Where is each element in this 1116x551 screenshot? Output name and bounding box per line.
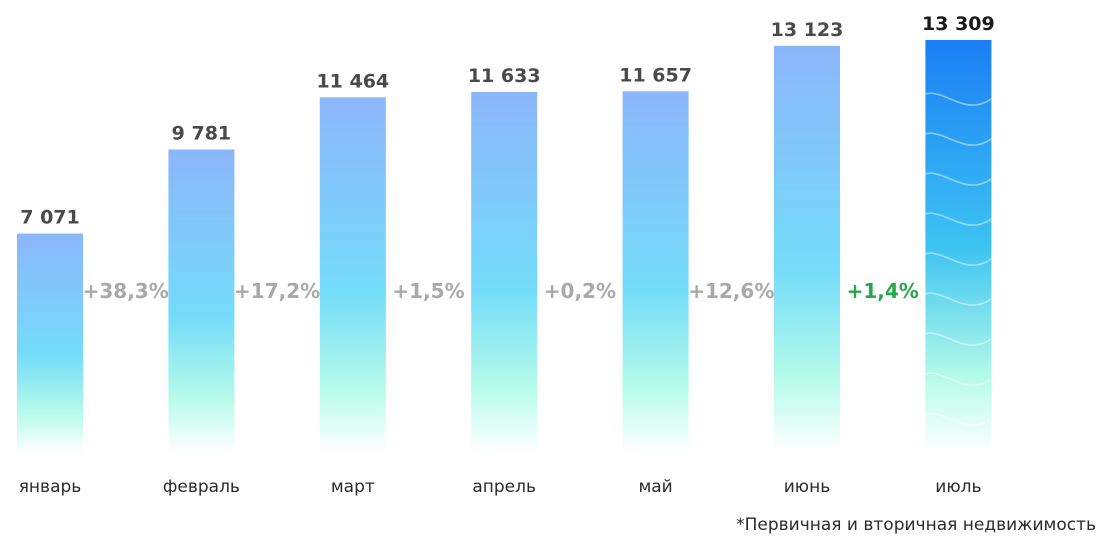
change-label-1: +38,3% [83, 279, 169, 303]
bar-6 [774, 45, 840, 454]
bar-4 [471, 92, 538, 453]
texture-line-1 [925, 92, 992, 106]
texture-line-2 [925, 132, 992, 146]
category-label-3: март [331, 477, 375, 497]
category-label-6: июнь [784, 477, 831, 497]
texture-line-4 [925, 212, 992, 226]
texture-line-3 [925, 172, 992, 186]
value-label-2: 9 781 [172, 123, 232, 145]
labels-layer: 7 071 январь 9 781 февраль 11 464 март 11 633 а… [19, 13, 995, 497]
category-label-1: январь [19, 477, 82, 497]
value-label-7: 13 309 [922, 13, 995, 35]
bars-layer [17, 40, 992, 454]
change-label-6: +1,4% [847, 279, 919, 303]
category-label-7: июль [935, 477, 981, 497]
texture-line-5 [925, 252, 992, 266]
category-label-5: май [638, 477, 672, 497]
category-label-4: апрель [472, 477, 536, 497]
value-label-1: 7 071 [20, 207, 80, 229]
bar-2 [168, 149, 235, 453]
change-label-5: +12,6% [688, 279, 774, 303]
category-label-2: февраль [163, 477, 240, 497]
change-label-4: +0,2% [544, 279, 616, 303]
bar-7 [925, 40, 992, 453]
change-label-3: +1,5% [392, 279, 464, 303]
change-label-2: +17,2% [234, 279, 320, 303]
highlight-texture [925, 92, 992, 426]
value-label-5: 11 657 [619, 64, 692, 86]
value-label-6: 13 123 [771, 19, 844, 41]
texture-line-8 [925, 372, 992, 386]
value-label-3: 11 464 [316, 70, 389, 92]
bar-3 [319, 97, 386, 454]
value-label-4: 11 633 [468, 65, 541, 87]
texture-line-9 [925, 412, 992, 426]
texture-line-6 [925, 292, 992, 306]
texture-line-7 [925, 332, 992, 346]
bar-5 [622, 91, 689, 454]
footnote: *Первичная и вторичная недвижимость [736, 515, 1096, 535]
bar-1 [17, 233, 83, 453]
